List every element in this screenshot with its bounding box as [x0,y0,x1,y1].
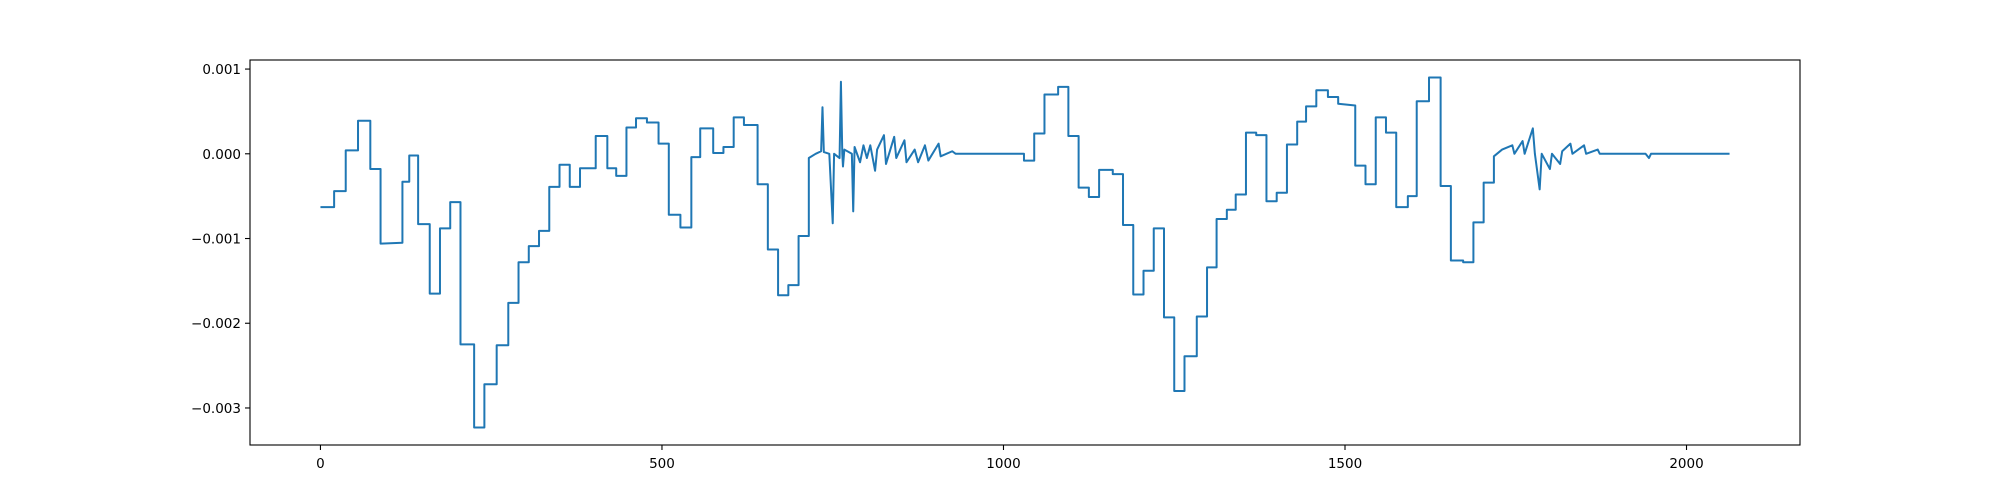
x-tick-label: 2000 [1669,456,1703,472]
y-tick-label: −0.002 [191,316,241,332]
x-tick-label: 1500 [1328,456,1362,472]
x-tick-label: 500 [649,456,675,472]
y-tick-label: −0.001 [191,232,241,248]
y-tick-label: 0.001 [202,62,241,78]
y-tick-label: −0.003 [191,401,241,417]
data-line [320,76,1730,429]
x-tick-label: 1000 [986,456,1020,472]
plot-frame [249,59,1801,446]
x-tick-label: 0 [316,456,325,472]
y-tick-label: 0.000 [202,147,241,163]
